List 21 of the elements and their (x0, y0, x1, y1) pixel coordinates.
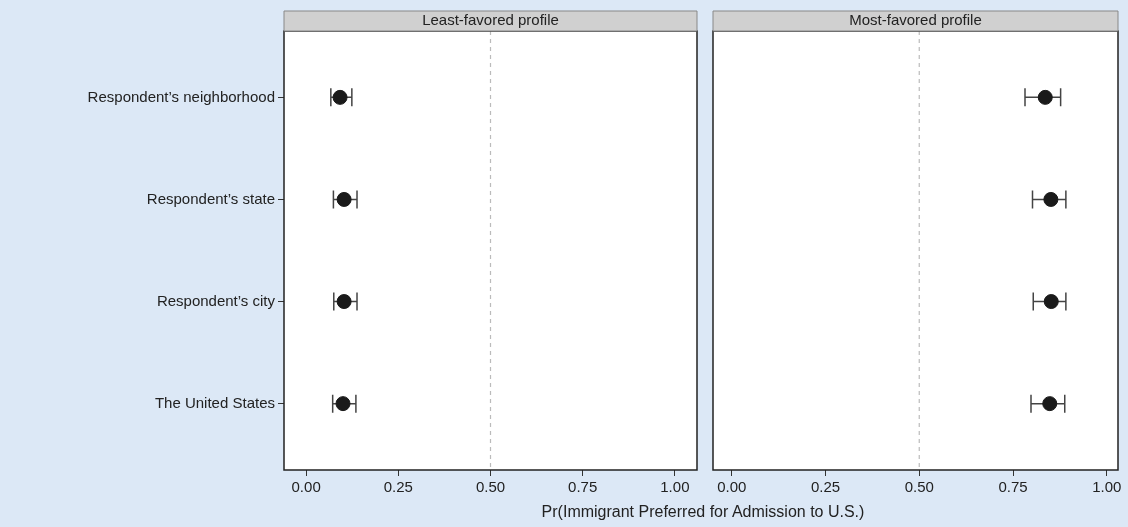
y-tick-label: Respondent’s state (146, 189, 275, 207)
y-tick-label: The United States (154, 393, 275, 411)
x-tick-label: 0.25 (383, 478, 413, 496)
x-tick-label: 0.50 (475, 478, 506, 496)
x-axis-title: Pr(Immigrant Preferred for Admission to U.S.) (540, 503, 866, 521)
y-tick-label: Respondent’s city (156, 291, 276, 309)
x-tick-label: 1.00 (1092, 478, 1122, 496)
x-tick-label: 0.75 (568, 478, 598, 496)
x-tick-label: 0.00 (717, 478, 747, 496)
point (1043, 191, 1059, 207)
point (1037, 89, 1053, 105)
x-tick-label: 0.50 (904, 478, 934, 496)
x-tick-label: 0.75 (998, 478, 1028, 496)
point (1043, 294, 1059, 310)
x-tick-label: 0.00 (291, 478, 321, 496)
chart-title: Most-favored profile (849, 11, 982, 29)
x-tick-label: 1.00 (660, 478, 690, 496)
point (1042, 396, 1058, 412)
y-tick-label: Respondent’s neighborhood (87, 87, 275, 105)
chart-title: Least-favored profile (422, 11, 559, 29)
x-tick-label: 0.25 (810, 478, 841, 496)
